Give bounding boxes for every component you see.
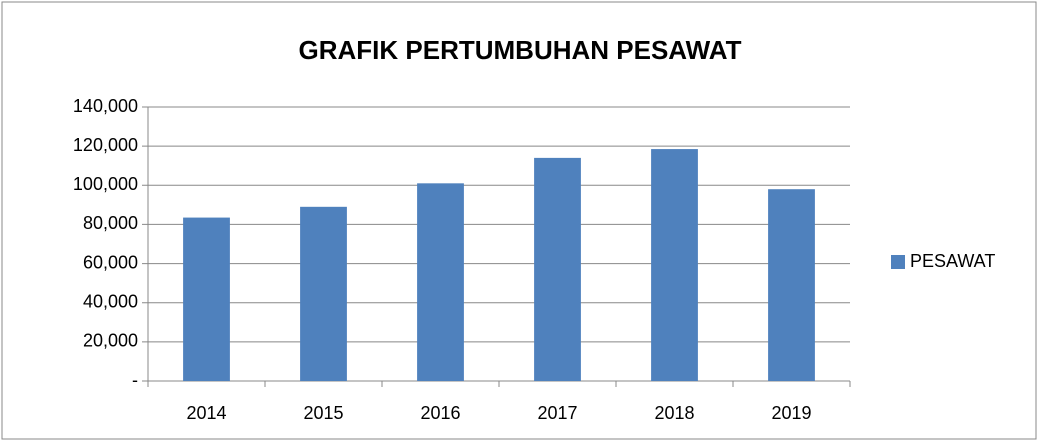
legend-label: PESAWAT <box>910 251 995 271</box>
legend-swatch <box>891 255 905 269</box>
bar <box>300 206 347 381</box>
x-tick-label: 2015 <box>303 403 343 423</box>
bar <box>651 149 698 381</box>
y-tick-label: 120,000 <box>73 135 138 155</box>
bar <box>417 183 464 381</box>
y-tick-label: 40,000 <box>83 291 138 311</box>
x-tick-label: 2018 <box>654 403 694 423</box>
x-tick-label: 2014 <box>186 403 226 423</box>
bar <box>534 157 581 381</box>
y-tick-label: 100,000 <box>73 174 138 194</box>
y-tick-label: - <box>132 370 138 390</box>
x-tick-label: 2016 <box>420 403 460 423</box>
y-tick-label: 140,000 <box>73 96 138 116</box>
bar <box>768 189 815 381</box>
chart-title: GRAFIK PERTUMBUHAN PESAWAT <box>299 35 742 65</box>
bar <box>183 217 230 381</box>
x-tick-label: 2017 <box>537 403 577 423</box>
y-tick-label: 20,000 <box>83 331 138 351</box>
x-tick-label: 2019 <box>771 403 811 423</box>
y-tick-label: 60,000 <box>83 252 138 272</box>
y-tick-label: 80,000 <box>83 213 138 233</box>
